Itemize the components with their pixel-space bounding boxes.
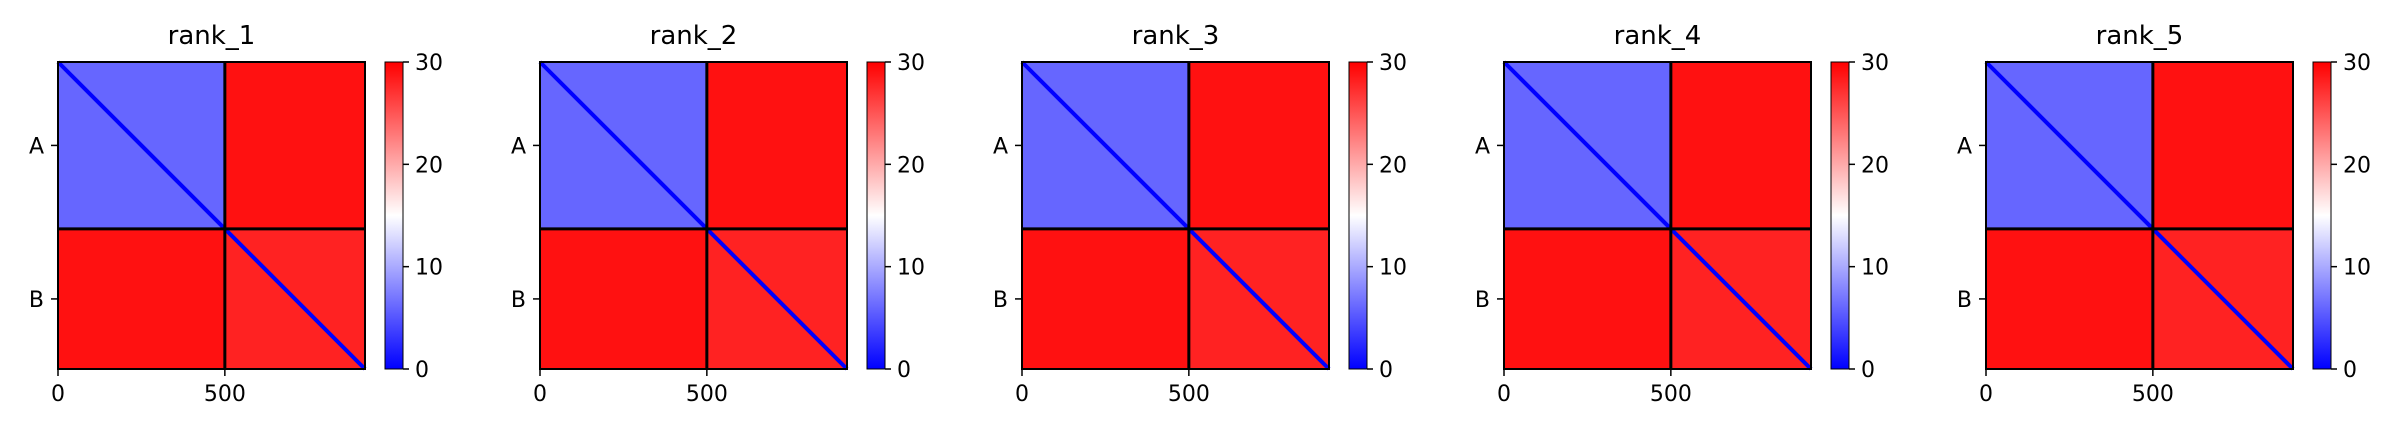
- x-tick-label: 500: [1168, 382, 1210, 407]
- plot-frame: [1985, 61, 2294, 370]
- diagonal-line: [56, 60, 367, 371]
- x-tick-label: 500: [204, 382, 246, 407]
- diagonal-line: [1020, 60, 1331, 371]
- chart-title: rank_5: [2096, 21, 2184, 51]
- x-tick-label: 500: [2132, 382, 2174, 407]
- plot-frame: [1021, 61, 1330, 370]
- heatmap-block-AB: [2152, 62, 2293, 229]
- colorbar-tick-label: 0: [2343, 358, 2357, 383]
- x-tick-label: 0: [533, 382, 547, 407]
- chart-title: rank_1: [168, 21, 256, 51]
- y-tick-label: B: [29, 288, 44, 313]
- colorbar-tick-label: 0: [897, 358, 911, 383]
- colorbar-tick-label: 20: [897, 153, 925, 178]
- colorbar-tick-label: 30: [1861, 51, 1889, 76]
- heatmap-panel-rank_5: rank_5 0 500 A B 0 10 20 30: [1957, 21, 2371, 407]
- y-tick-label: A: [29, 134, 44, 159]
- heatmap-panel-rank_3: rank_3 0 500 A B 0 10 20 30: [993, 21, 1407, 407]
- x-tick-label: 500: [686, 382, 728, 407]
- colorbar-tick-label: 30: [415, 51, 443, 76]
- heatmap-block-BA: [1022, 228, 1189, 369]
- y-tick-label: A: [993, 134, 1008, 159]
- heatmap-block-BA: [1504, 228, 1671, 369]
- colorbar: [2312, 61, 2332, 370]
- heatmap-block-BA: [1986, 228, 2153, 369]
- diagonal-line: [538, 60, 849, 371]
- heatmap-block-AB: [224, 62, 365, 229]
- chart-title: rank_4: [1614, 21, 1702, 51]
- colorbar-tick-label: 30: [2343, 51, 2371, 76]
- y-tick-label: B: [1957, 288, 1972, 313]
- diagonal-line: [1502, 60, 1813, 371]
- colorbar-tick-label: 20: [1379, 153, 1407, 178]
- colorbar: [1830, 61, 1850, 370]
- heatmap-block-AB: [706, 62, 847, 229]
- colorbar-tick-label: 10: [897, 256, 925, 281]
- heatmap-block-BA: [540, 228, 707, 369]
- heatmap-block-AB: [1670, 62, 1811, 229]
- colorbar-tick-label: 30: [897, 51, 925, 76]
- diagonal-line: [1984, 60, 2295, 371]
- plot-frame: [1503, 61, 1812, 370]
- y-tick-label: B: [1475, 288, 1490, 313]
- colorbar-tick-label: 0: [1861, 358, 1875, 383]
- chart-title: rank_3: [1132, 21, 1220, 51]
- colorbar: [1348, 61, 1368, 370]
- y-tick-label: B: [993, 288, 1008, 313]
- colorbar: [384, 61, 404, 370]
- colorbar-tick-label: 0: [415, 358, 429, 383]
- colorbar: [866, 61, 886, 370]
- x-tick-label: 0: [51, 382, 65, 407]
- heatmap-panel-rank_4: rank_4 0 500 A B 0 10 20 30: [1475, 21, 1889, 407]
- heatmap-panel-rank_2: rank_2 0 500 A B 0 10 20 30: [511, 21, 925, 407]
- y-tick-label: A: [1957, 134, 1972, 159]
- plot-frame: [57, 61, 366, 370]
- y-tick-label: A: [1475, 134, 1490, 159]
- colorbar-tick-label: 10: [1861, 256, 1889, 281]
- colorbar-tick-label: 20: [1861, 153, 1889, 178]
- heatmap-panel-rank_1: rank_1 0 500 A B 0 10 20 30: [29, 21, 443, 407]
- plot-frame: [539, 61, 848, 370]
- colorbar-tick-label: 20: [2343, 153, 2371, 178]
- y-tick-label: A: [511, 134, 526, 159]
- colorbar-tick-label: 10: [415, 256, 443, 281]
- colorbar-tick-label: 20: [415, 153, 443, 178]
- colorbar-tick-label: 30: [1379, 51, 1407, 76]
- x-tick-label: 0: [1015, 382, 1029, 407]
- colorbar-tick-label: 10: [2343, 256, 2371, 281]
- x-tick-label: 0: [1497, 382, 1511, 407]
- chart-title: rank_2: [650, 21, 738, 51]
- heatmap-block-BA: [58, 228, 225, 369]
- heatmap-block-AB: [1188, 62, 1329, 229]
- colorbar-tick-label: 0: [1379, 358, 1393, 383]
- colorbar-tick-label: 10: [1379, 256, 1407, 281]
- x-tick-label: 500: [1650, 382, 1692, 407]
- y-tick-label: B: [511, 288, 526, 313]
- x-tick-label: 0: [1979, 382, 1993, 407]
